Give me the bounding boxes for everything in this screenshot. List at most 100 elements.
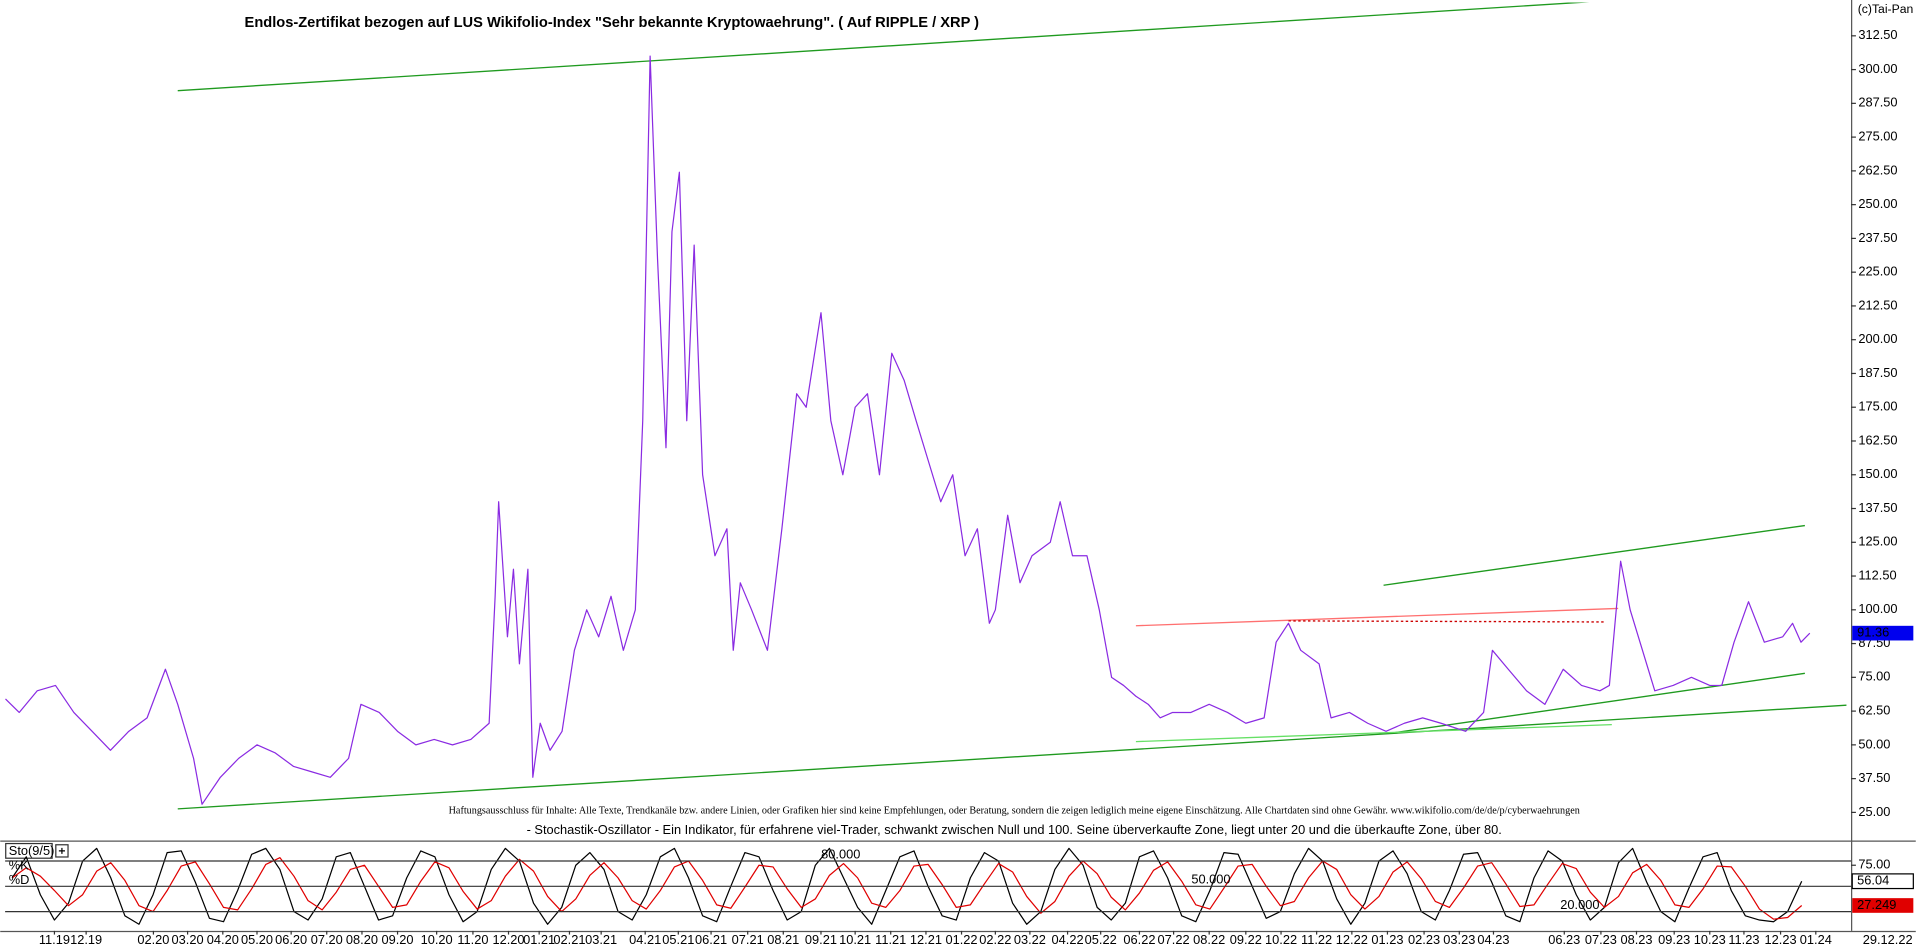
indicator-label-box [5, 842, 53, 859]
level-label: 80.000 [821, 846, 860, 861]
y-tick-label: 75.00 [1858, 669, 1890, 684]
x-tick-label: 10.21 [839, 932, 871, 947]
x-tick-label: 04.20 [207, 932, 239, 947]
y-tick-label: 187.50 [1858, 365, 1897, 380]
series-line [11, 857, 1803, 920]
y-tick-label: 300.00 [1858, 61, 1897, 76]
plot-area [11, 847, 1803, 925]
chart-title: Endlos-Zertifikat bezogen auf LUS Wikifo… [245, 15, 980, 31]
trendline [1383, 524, 1805, 586]
y-tick-label: 150.00 [1858, 466, 1897, 481]
value-badge [1851, 873, 1914, 890]
badge-text: 56.04 [1857, 873, 1889, 888]
x-tick-label: 01.23 [1371, 932, 1403, 947]
legend-label: %K [9, 858, 29, 873]
y-tick-label: 225.00 [1858, 264, 1897, 279]
x-tick-label: 04.23 [1477, 932, 1509, 947]
x-tick-label: 11.21 [875, 932, 906, 947]
legend-label: %D [9, 872, 30, 887]
series-line [11, 847, 1803, 925]
x-tick-label: 03.23 [1443, 932, 1475, 947]
x-tick-label: 06.20 [275, 932, 307, 947]
x-tick-label: 08.23 [1620, 932, 1652, 947]
x-tick-label: 11.20 [457, 932, 488, 947]
trendline [1135, 723, 1612, 743]
x-tick-label: 04.21 [629, 932, 661, 947]
x-tick-label: 03.20 [172, 932, 204, 947]
x-tick-label: 05.20 [241, 932, 273, 947]
x-tick-label: 12.19 [70, 932, 102, 947]
x-tick-label: 04.22 [1052, 932, 1084, 947]
x-tick-label: 09.21 [805, 932, 837, 947]
x-tick-label: 07.22 [1158, 932, 1190, 947]
trendline [177, 704, 1847, 810]
x-tick-label: 10.22 [1265, 932, 1297, 947]
x-tick-label: 02.21 [553, 932, 585, 947]
x-tick-label: 10.20 [421, 932, 453, 947]
x-tick-label: 09.23 [1658, 932, 1690, 947]
x-tick-label: 12.23 [1765, 932, 1797, 947]
x-tick-label: 12.20 [492, 932, 524, 947]
y-tick-label: 125.00 [1858, 534, 1897, 549]
x-tick-label: 02.20 [137, 932, 169, 947]
y-tick-label: 112.50 [1858, 567, 1896, 582]
x-tick-label: 08.21 [767, 932, 799, 947]
x-tick-label: 06.21 [695, 932, 727, 947]
trendline [1288, 620, 1606, 623]
x-tick-label: 02.22 [979, 932, 1011, 947]
y-tick-label: 175.00 [1858, 399, 1897, 414]
x-tick-label: 12.21 [910, 932, 942, 947]
x-tick-label: 12.22 [1336, 932, 1368, 947]
y-tick-label: 137.50 [1858, 500, 1897, 515]
x-tick-label: 03.21 [585, 932, 617, 947]
x-tick-label: 09.22 [1230, 932, 1262, 947]
x-tick-label: 11.19 [39, 932, 70, 947]
y-tick-label: 75.00 [1858, 857, 1890, 872]
y-tick-label: 250.00 [1858, 196, 1897, 211]
x-tick-label: 05.22 [1085, 932, 1117, 947]
x-tick-label: 02.23 [1408, 932, 1440, 947]
x-tick-label: 01.24 [1800, 932, 1832, 947]
level-label: 50.000 [1191, 872, 1230, 887]
x-tick-label: 08.22 [1193, 932, 1225, 947]
y-tick-label: 287.50 [1858, 95, 1897, 110]
x-tick-label: 06.22 [1123, 932, 1155, 947]
badge-text: 91.36 [1857, 625, 1889, 640]
x-tick-label: 07.20 [311, 932, 343, 947]
x-tick-label: 07.23 [1585, 932, 1617, 947]
y-tick-label: 25.00 [1858, 804, 1890, 819]
y-tick-label: 237.50 [1858, 230, 1897, 245]
x-tick-label: 11.22 [1301, 932, 1332, 947]
trendline [1135, 607, 1619, 627]
annotation-disclaimer: Haftungsausschluss für Inhalte: Alle Tex… [449, 806, 1581, 817]
y-tick-label: 312.50 [1858, 27, 1897, 42]
x-tick-label: 09.20 [382, 932, 414, 947]
y-tick-label: 62.50 [1858, 702, 1890, 717]
value-badge [1852, 625, 1914, 641]
x-tick-label: 07.21 [732, 932, 764, 947]
y-tick-label: 37.50 [1858, 770, 1890, 785]
annotation-description: - Stochastik-Oszillator - Ein Indikator,… [527, 822, 1502, 837]
x-tick-label: 03.22 [1014, 932, 1046, 947]
plot-area [5, 2, 1847, 810]
copyright: (c)Tai-Pan [1858, 2, 1914, 16]
x-tick-label: 01.21 [523, 932, 555, 947]
series-line [5, 55, 1811, 805]
y-tick-label: 200.00 [1858, 331, 1897, 346]
x-tick-label: 10.23 [1694, 932, 1726, 947]
indicator-title: Sto(9/5) [9, 843, 55, 858]
level-label: 20.000 [1560, 897, 1599, 912]
y-tick-label: 50.00 [1858, 736, 1890, 751]
expand-icon [58, 847, 65, 854]
x-tick-label: 08.20 [346, 932, 378, 947]
value-badge [1852, 898, 1914, 913]
y-tick-label: 212.50 [1858, 297, 1897, 312]
x-tick-label: 01.22 [945, 932, 977, 947]
x-tick-label: 05.21 [662, 932, 694, 947]
y-tick-label: 262.50 [1858, 162, 1897, 177]
x-tick-label: 11.23 [1728, 932, 1759, 947]
x-tick-label: 06.23 [1548, 932, 1580, 947]
badge-text: 27.249 [1857, 897, 1896, 912]
